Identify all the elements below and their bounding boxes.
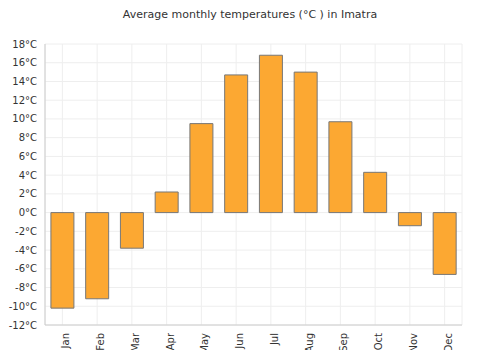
svg-text:-8°C: -8°C — [15, 282, 37, 293]
svg-text:-12°C: -12°C — [9, 320, 37, 331]
svg-text:Jan: Jan — [60, 333, 71, 349]
svg-text:14°C: 14°C — [12, 76, 37, 87]
svg-text:2°C: 2°C — [19, 188, 37, 199]
svg-text:4°C: 4°C — [19, 170, 37, 181]
svg-text:0°C: 0°C — [19, 207, 37, 218]
svg-text:-6°C: -6°C — [15, 263, 37, 274]
svg-text:-10°C: -10°C — [9, 301, 37, 312]
svg-text:8°C: 8°C — [19, 132, 37, 143]
svg-text:Oct: Oct — [373, 333, 384, 350]
svg-text:Jun: Jun — [234, 333, 245, 350]
svg-text:May: May — [199, 333, 210, 350]
svg-text:Apr: Apr — [165, 332, 176, 350]
svg-text:12°C: 12°C — [12, 95, 37, 106]
svg-text:Sep: Sep — [338, 333, 349, 350]
svg-text:Feb: Feb — [95, 333, 106, 350]
svg-text:Aug: Aug — [304, 333, 315, 350]
svg-text:6°C: 6°C — [19, 151, 37, 162]
svg-text:16°C: 16°C — [12, 57, 37, 68]
svg-text:18°C: 18°C — [12, 39, 37, 50]
svg-text:Dec: Dec — [443, 333, 454, 350]
svg-text:Jul: Jul — [269, 333, 280, 346]
svg-text:-2°C: -2°C — [15, 226, 37, 237]
svg-text:Nov: Nov — [408, 333, 419, 350]
svg-text:-4°C: -4°C — [15, 245, 37, 256]
svg-text:Mar: Mar — [130, 332, 141, 350]
html-text:Average monthly temperatures (: Average monthly temperatures (°C ) in Im… — [122, 8, 378, 21]
svg-text:10°C: 10°C — [12, 113, 37, 124]
